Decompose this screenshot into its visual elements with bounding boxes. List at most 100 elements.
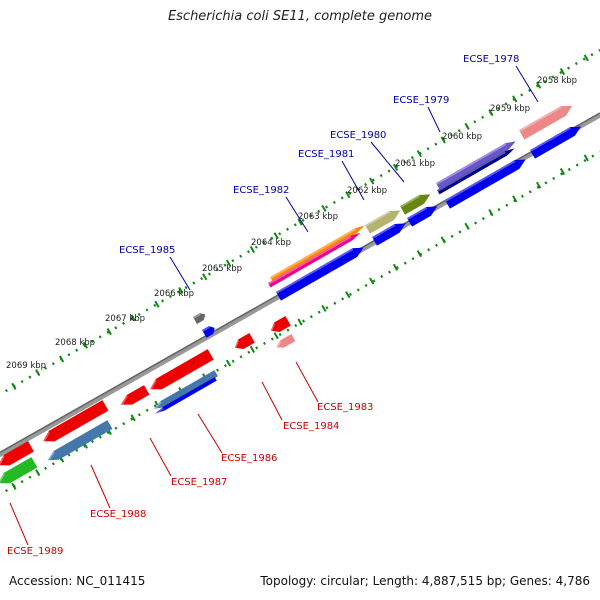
gene-label-ecse-1986[interactable]: ECSE_1986 [221, 453, 277, 464]
gene-ecse-1985-gray-body [193, 313, 206, 324]
gene-forward-4 [445, 159, 526, 209]
gene-ecse-1982-orange-bevel [270, 228, 356, 279]
outer-tick-23 [536, 81, 542, 89]
inner-tick-2 [35, 469, 41, 477]
outer-tick-10 [225, 259, 232, 267]
gene-label-ecse-1982[interactable]: ECSE_1982 [233, 185, 289, 196]
gene-features [0, 105, 582, 484]
inner-tick-25 [583, 154, 589, 162]
gene-ecse-1986-body [154, 377, 217, 414]
outer-tick-12 [273, 232, 279, 240]
gene-ecse-1983 [275, 334, 296, 350]
gene-label-ecse-1989[interactable]: ECSE_1989 [7, 546, 63, 557]
ruler-label-2059: 2059 kbp [490, 104, 530, 114]
gene-ecse-1980-body [400, 194, 431, 215]
inner-tick-21 [488, 209, 494, 217]
inner-tick-6 [130, 414, 136, 422]
outer-tick-15 [345, 191, 351, 199]
gene-ecse-1989 [0, 457, 38, 484]
gene-ecse-1978-body [519, 105, 573, 140]
gene-ecse-1979-dark-body [437, 148, 515, 195]
gene-forward-2-bevel [372, 224, 396, 239]
outer-tick-21 [488, 109, 494, 117]
outer-tick-6 [130, 314, 136, 322]
gene-ecse-1986-light-body [153, 370, 218, 410]
gene-ecse-1986-light [153, 370, 218, 411]
ruler-label-2066: 2066 kbp [154, 289, 194, 299]
gene-forward-4-bevel [445, 160, 516, 202]
inner-tick-17 [392, 263, 399, 271]
inner-tick-18 [416, 250, 422, 258]
gene-rev-1-body [0, 441, 34, 466]
inner-tick-19 [440, 236, 446, 244]
gene-ecse-1981-bevel [365, 211, 391, 227]
gene-ecse-1987-body [149, 349, 214, 390]
outer-ruler-ticks [11, 54, 589, 390]
gene-ecse-1987-a-body [120, 385, 150, 405]
ruler-label-2068: 2068 kbp [55, 338, 95, 348]
gene-label-ecse-1979[interactable]: ECSE_1979 [393, 95, 449, 106]
gene-label-ecse-1978[interactable]: ECSE_1978 [463, 54, 519, 65]
gene-label-ecse-1984[interactable]: ECSE_1984 [283, 421, 339, 432]
accession-label: Accession: NC_011415 [9, 574, 146, 588]
gene-ecse-1989-bevel [0, 473, 5, 484]
gene-ecse-1981 [365, 210, 401, 234]
inner-tick-12 [273, 332, 279, 340]
gene-ecse-1979-dark-bevel [437, 151, 506, 192]
gene-ecse-1982-orange [270, 225, 365, 282]
gene-ecse-1984-bevel [234, 339, 240, 350]
gene-ecse-1988-bevel [47, 451, 55, 463]
gene-forward-3-bevel [407, 207, 428, 220]
inner-tick-11 [249, 345, 255, 353]
gene-ecse-1980-bevel [400, 195, 421, 208]
inner-ruler [0, 150, 600, 496]
inner-tick-16 [369, 277, 375, 285]
gene-ecse-1979-light-bevel [436, 143, 507, 185]
gene-forward-1-bevel [276, 248, 354, 294]
inner-tick-20 [464, 222, 470, 230]
ruler-label-2067: 2067 kbp [105, 314, 145, 324]
gene-label-ecse-1983[interactable]: ECSE_1983 [317, 402, 373, 413]
gene-ecse-1988 [47, 420, 113, 463]
gene-ecse-1984-body [234, 333, 255, 350]
gene-ecse-1987 [149, 349, 214, 391]
gene-ecse-1985 [202, 326, 215, 338]
gene-rev-1 [0, 441, 34, 466]
gene-forward-1 [276, 247, 364, 301]
inner-tick-23 [536, 181, 542, 189]
leader-ecse-1982 [285, 196, 309, 233]
leader-ecse-1985 [169, 256, 191, 291]
leader-ecse-1983 [295, 361, 319, 403]
leader-ecse-1986 [197, 413, 223, 454]
gene-rev-2 [42, 400, 109, 443]
gene-label-ecse-1987[interactable]: ECSE_1987 [171, 477, 227, 488]
gene-label-ecse-1980[interactable]: ECSE_1980 [330, 130, 386, 141]
gene-forward-4-body [445, 159, 526, 209]
gene-label-ecse-1985[interactable]: ECSE_1985 [119, 245, 175, 256]
outer-tick-4 [82, 341, 89, 349]
leader-ecse-1978 [515, 65, 539, 103]
gene-label-ecse-1981[interactable]: ECSE_1981 [298, 149, 354, 160]
label-leader-lines [9, 65, 539, 546]
ruler-label-2060: 2060 kbp [442, 132, 482, 142]
leader-ecse-1987 [149, 437, 172, 477]
outer-ruler [0, 48, 600, 396]
map-title: Escherichia coli SE11, complete genome [167, 9, 433, 24]
gene-ecse-1985-gray [193, 313, 206, 324]
gene-ecse-1979-light-body [436, 141, 516, 190]
gene-ecse-1979-light [436, 141, 516, 190]
gene-ecse-1983-bevel [275, 340, 282, 350]
gene-ecse-1989-body [0, 457, 38, 484]
leader-ecse-1980 [370, 141, 405, 183]
inner-tick-24 [559, 168, 566, 176]
outer-tick-3 [58, 355, 65, 363]
gene-rev-2-bevel [42, 431, 50, 443]
gene-label-ecse-1988[interactable]: ECSE_1988 [90, 509, 146, 520]
outer-tick-2 [35, 369, 41, 377]
leader-ecse-1981 [341, 160, 365, 201]
gene-ecse-1986-bevel [154, 407, 164, 416]
gene-ecse-1983-a-bevel [270, 322, 276, 333]
ruler-label-2063: 2063 kbp [298, 212, 338, 222]
ruler-label-2061: 2061 kbp [395, 159, 435, 169]
